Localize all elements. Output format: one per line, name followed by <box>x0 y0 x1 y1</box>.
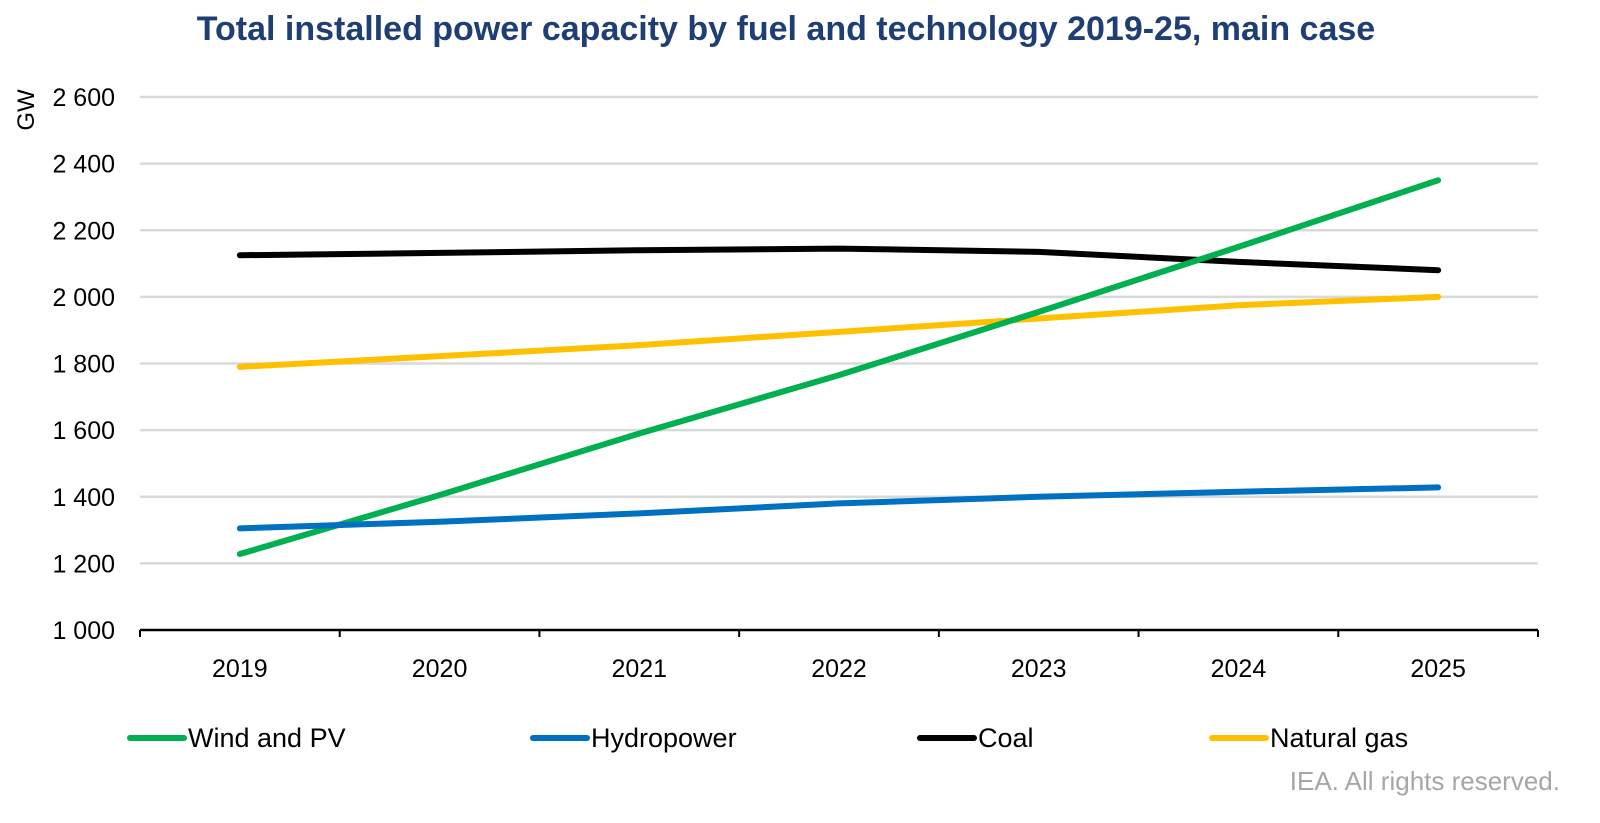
series-line-natural-gas <box>236 293 1442 370</box>
y-tick-label: 1 600 <box>52 417 115 445</box>
series-line-wind-and-pv <box>236 177 1442 558</box>
y-axis-label: GW <box>13 89 40 131</box>
y-tick-label: 1 400 <box>52 484 115 512</box>
series-line-coal <box>236 245 1442 274</box>
x-tick-label: 2023 <box>1011 655 1067 683</box>
x-tick-label: 2024 <box>1211 655 1267 683</box>
x-tick-label: 2022 <box>811 655 867 683</box>
legend-label: Coal <box>978 723 1034 753</box>
y-tick-label: 2 600 <box>52 84 115 112</box>
legend-label: Wind and PV <box>188 723 346 753</box>
x-tick-label: 2021 <box>611 655 667 683</box>
y-tick-label: 2 400 <box>52 151 115 179</box>
y-tick-label: 2 000 <box>52 284 115 312</box>
series-line-hydropower <box>236 484 1442 532</box>
x-tick-label: 2020 <box>412 655 468 683</box>
y-tick-label: 1 200 <box>52 550 115 578</box>
x-tick-label: 2019 <box>212 655 268 683</box>
y-tick-label: 1 000 <box>52 617 115 645</box>
y-tick-label: 1 800 <box>52 351 115 379</box>
legend-label: Natural gas <box>1270 723 1408 753</box>
credit-text: IEA. All rights reserved. <box>1290 766 1560 796</box>
chart-title: Total installed power capacity by fuel a… <box>197 10 1375 48</box>
x-tick-label: 2025 <box>1410 655 1466 683</box>
legend-label: Hydropower <box>591 723 737 753</box>
y-tick-label: 2 200 <box>52 217 115 245</box>
